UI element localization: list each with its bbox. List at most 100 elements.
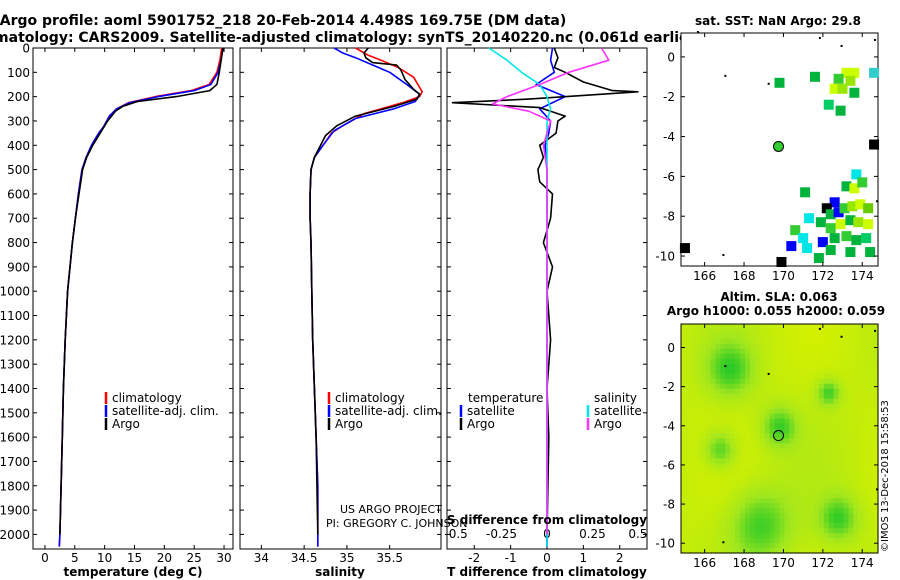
- sla-cell: [794, 428, 800, 435]
- sla-cell: [799, 468, 805, 474]
- sla-cell: [838, 393, 845, 400]
- sla-cell: [700, 508, 707, 514]
- sla-cell: [690, 443, 697, 450]
- sla-cell: [804, 443, 810, 450]
- sla-cell: [749, 368, 756, 375]
- sla-cell: [868, 353, 874, 360]
- sla-cell: [695, 408, 702, 415]
- sst-map-lon-axis: 166 168 170 172 174: [693, 33, 874, 283]
- sla-cell: [833, 498, 840, 504]
- sla-cell: [853, 453, 859, 460]
- sla-cell: [681, 528, 687, 534]
- sla-cell: [833, 443, 840, 450]
- sla-cell: [749, 463, 756, 469]
- sla-cell: [730, 453, 736, 460]
- sla-cell: [813, 498, 820, 504]
- sla-cell: [749, 508, 756, 514]
- sst-cell: [804, 213, 815, 224]
- sla-cell: [745, 543, 751, 549]
- sla-cell: [681, 453, 687, 460]
- sla-cell: [843, 543, 850, 549]
- sla-cell: [873, 363, 879, 370]
- sla-cell: [853, 358, 859, 365]
- sla-cell: [863, 324, 869, 330]
- sst-cell: [821, 203, 832, 214]
- top-x-tick-label: -0.25: [486, 527, 517, 541]
- sla-cell: [735, 333, 741, 340]
- sla-cell: [809, 418, 815, 425]
- sla-cell: [804, 503, 810, 509]
- sla-cell: [828, 548, 835, 554]
- sla-cell: [720, 453, 726, 460]
- sst-cell: [857, 177, 868, 188]
- sla-cell: [799, 518, 805, 524]
- sla-cell: [863, 428, 869, 435]
- sla-cell: [799, 328, 805, 335]
- sla-cell: [868, 528, 874, 534]
- sla-cell: [789, 383, 795, 390]
- sla-cell: [690, 433, 697, 440]
- sla-cell: [784, 328, 790, 335]
- sla-cell: [784, 548, 790, 554]
- sla-cell: [764, 383, 771, 390]
- sla-cell: [848, 348, 854, 355]
- sla-cell: [848, 428, 854, 435]
- x-tick-label: 15: [127, 551, 142, 565]
- sla-cell: [823, 468, 830, 474]
- sla-cell: [828, 513, 835, 519]
- depth-tick-label: 300: [7, 114, 30, 128]
- sla-cell: [809, 453, 815, 460]
- sla-cell: [823, 418, 830, 425]
- sla-cell: [818, 523, 825, 529]
- sla-cell: [700, 528, 707, 534]
- sla-cell: [710, 438, 717, 445]
- sla-cell: [754, 428, 761, 435]
- sla-cell: [700, 443, 707, 450]
- sla-cell: [695, 433, 702, 440]
- sst-cell: [845, 247, 856, 258]
- sla-cell: [754, 448, 761, 455]
- figure-title-line1: Argo profile: aoml 5901752_218 20-Feb-20…: [0, 13, 566, 29]
- legend-temperature-header: temperature: [468, 391, 543, 405]
- sla-cell: [873, 463, 879, 469]
- sla-cell: [745, 548, 751, 554]
- sla-cell: [685, 443, 692, 450]
- sla-cell: [774, 398, 781, 405]
- sla-cell: [848, 388, 854, 395]
- sla-cell: [754, 458, 761, 464]
- sla-cell: [769, 408, 776, 415]
- sla-cell: [779, 363, 786, 370]
- sla-cell: [779, 468, 786, 474]
- credit-imos: ©IMOS 13-Dec-2018 15:58:53: [880, 400, 891, 552]
- sla-cell: [833, 488, 840, 494]
- sla-cell: [745, 343, 751, 350]
- sla-cell: [720, 418, 726, 425]
- sla-cell: [779, 523, 786, 529]
- sla-cell: [784, 508, 790, 514]
- sla-cell: [769, 348, 776, 355]
- sla-cell: [853, 383, 859, 390]
- sla-cell: [828, 438, 835, 445]
- depth-tick-label: 900: [7, 260, 30, 274]
- sla-cell: [764, 453, 771, 460]
- sla-cell: [700, 324, 707, 330]
- sla-cell: [843, 483, 850, 489]
- sla-cell: [853, 433, 859, 440]
- sla-cell: [725, 508, 731, 514]
- sla-cell: [868, 538, 874, 544]
- sla-cell: [769, 403, 776, 410]
- sla-cell: [794, 493, 800, 499]
- sla-cell: [685, 493, 692, 499]
- sla-cell: [754, 408, 761, 415]
- sla-cell: [789, 373, 795, 380]
- sla-cell: [764, 403, 771, 410]
- sla-cell: [873, 538, 879, 544]
- sla-cell: [858, 463, 864, 469]
- sla-cell: [804, 408, 810, 415]
- sla-cell: [789, 473, 795, 479]
- sla-cell: [779, 333, 786, 340]
- sla-cell: [690, 393, 697, 400]
- sla-cell: [818, 508, 825, 514]
- sla-cell: [828, 518, 835, 524]
- sla-cell: [848, 423, 854, 430]
